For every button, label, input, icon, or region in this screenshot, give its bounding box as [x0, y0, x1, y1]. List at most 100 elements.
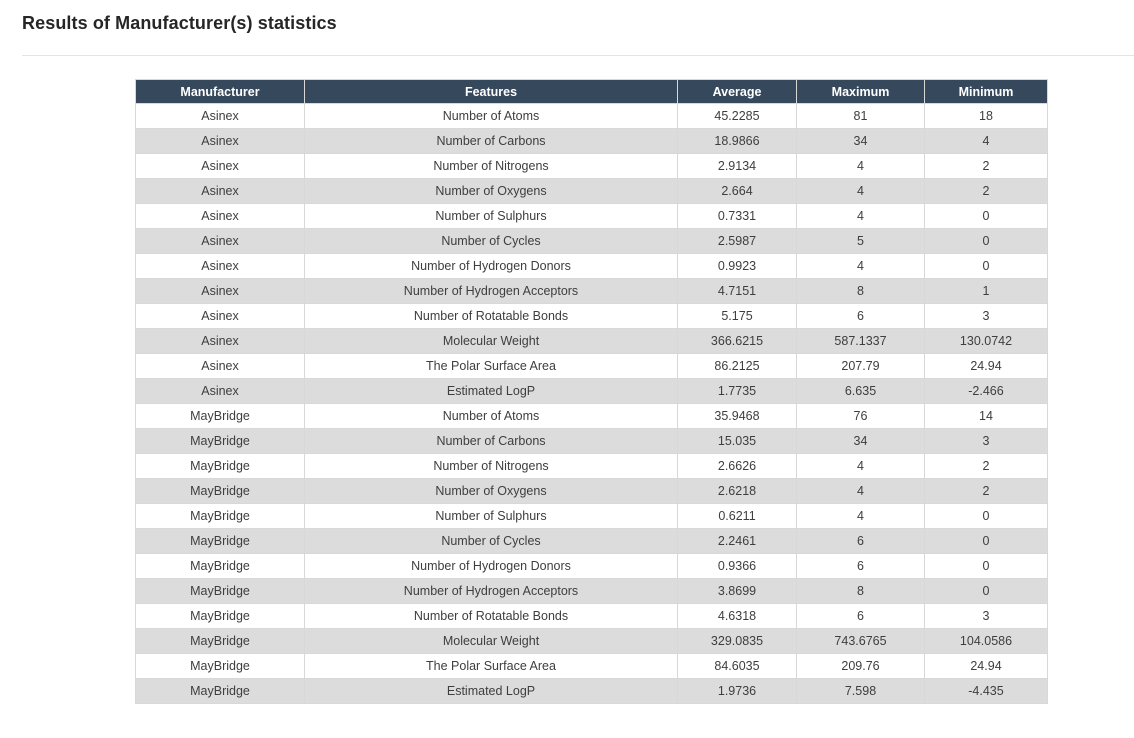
table-row: Asinex Number of Nitrogens 2.9134 4 2: [135, 153, 1048, 179]
cell-manufacturer: Asinex: [135, 328, 305, 354]
cell-features: Number of Oxygens: [304, 478, 678, 504]
cell-maximum: 6: [796, 528, 925, 554]
cell-manufacturer: MayBridge: [135, 528, 305, 554]
cell-minimum: 18: [924, 103, 1048, 129]
cell-average: 2.5987: [677, 228, 797, 254]
table-row: Asinex Number of Rotatable Bonds 5.175 6 3: [135, 303, 1048, 329]
cell-features: Number of Nitrogens: [304, 453, 678, 479]
cell-maximum: 4: [796, 478, 925, 504]
header-row: Manufacturer Features Average Maximum Minimu…: [135, 79, 1048, 104]
cell-average: 84.6035: [677, 653, 797, 679]
cell-minimum: 2: [924, 478, 1048, 504]
cell-average: 1.9736: [677, 678, 797, 704]
cell-average: 1.7735: [677, 378, 797, 404]
cell-maximum: 34: [796, 428, 925, 454]
page-title: Results of Manufacturer(s) statistics: [22, 13, 337, 33]
cell-maximum: 7.598: [796, 678, 925, 704]
cell-average: 0.9366: [677, 553, 797, 579]
cell-features: Molecular Weight: [304, 628, 678, 654]
table-row: Asinex Number of Sulphurs 0.7331 4 0: [135, 203, 1048, 229]
table-row: Asinex Number of Hydrogen Donors 0.9923 4 0: [135, 253, 1048, 279]
cell-maximum: 8: [796, 278, 925, 304]
cell-manufacturer: MayBridge: [135, 553, 305, 579]
column-header-maximum: Maximum: [796, 79, 925, 104]
column-header-minimum: Minimum: [924, 79, 1048, 104]
cell-average: 2.664: [677, 178, 797, 204]
cell-manufacturer: MayBridge: [135, 503, 305, 529]
cell-minimum: 4: [924, 128, 1048, 154]
cell-features: Estimated LogP: [304, 378, 678, 404]
cell-average: 45.2285: [677, 103, 797, 129]
cell-minimum: 2: [924, 153, 1048, 179]
cell-maximum: 4: [796, 453, 925, 479]
cell-minimum: 104.0586: [924, 628, 1048, 654]
cell-minimum: -4.435: [924, 678, 1048, 704]
cell-average: 0.7331: [677, 203, 797, 229]
table-row: MayBridge Number of Cycles 2.2461 6 0: [135, 528, 1048, 554]
cell-average: 2.6626: [677, 453, 797, 479]
cell-average: 15.035: [677, 428, 797, 454]
cell-manufacturer: Asinex: [135, 103, 305, 129]
cell-maximum: 4: [796, 503, 925, 529]
cell-average: 4.7151: [677, 278, 797, 304]
cell-average: 18.9866: [677, 128, 797, 154]
table-row: MayBridge Number of Rotatable Bonds 4.6318…: [135, 603, 1048, 629]
cell-minimum: 0: [924, 253, 1048, 279]
cell-average: 0.6211: [677, 503, 797, 529]
cell-manufacturer: Asinex: [135, 228, 305, 254]
cell-maximum: 4: [796, 178, 925, 204]
cell-maximum: 4: [796, 203, 925, 229]
cell-maximum: 5: [796, 228, 925, 254]
table-body: Asinex Number of Atoms 45.2285 81 18 Asinex Nu…: [135, 103, 1048, 704]
table-row: Asinex Number of Hydrogen Acceptors 4.7151…: [135, 278, 1048, 304]
cell-maximum: 6: [796, 603, 925, 629]
cell-features: Number of Hydrogen Acceptors: [304, 278, 678, 304]
cell-features: Number of Oxygens: [304, 178, 678, 204]
cell-minimum: 1: [924, 278, 1048, 304]
column-header-average: Average: [677, 79, 797, 104]
cell-minimum: 2: [924, 178, 1048, 204]
cell-maximum: 4: [796, 253, 925, 279]
table-row: MayBridge Estimated LogP 1.9736 7.598 -4.435: [135, 678, 1048, 704]
cell-minimum: 0: [924, 528, 1048, 554]
cell-manufacturer: MayBridge: [135, 478, 305, 504]
table-row: Asinex Number of Carbons 18.9866 34 4: [135, 128, 1048, 154]
cell-features: The Polar Surface Area: [304, 653, 678, 679]
cell-manufacturer: Asinex: [135, 178, 305, 204]
cell-maximum: 207.79: [796, 353, 925, 379]
cell-manufacturer: Asinex: [135, 203, 305, 229]
cell-manufacturer: Asinex: [135, 253, 305, 279]
cell-minimum: 14: [924, 403, 1048, 429]
cell-maximum: 587.1337: [796, 328, 925, 354]
table-row: MayBridge Number of Hydrogen Acceptors 3.8…: [135, 578, 1048, 604]
cell-average: 2.2461: [677, 528, 797, 554]
cell-minimum: 24.94: [924, 653, 1048, 679]
cell-manufacturer: Asinex: [135, 153, 305, 179]
cell-manufacturer: MayBridge: [135, 603, 305, 629]
results-table-container: Manufacturer Features Average Maximum Minimu…: [135, 79, 1048, 704]
table-row: MayBridge The Polar Surface Area 84.6035 20…: [135, 653, 1048, 679]
cell-features: Number of Sulphurs: [304, 203, 678, 229]
cell-manufacturer: MayBridge: [135, 428, 305, 454]
column-header-features: Features: [304, 79, 678, 104]
cell-maximum: 34: [796, 128, 925, 154]
table-row: MayBridge Number of Carbons 15.035 34 3: [135, 428, 1048, 454]
cell-minimum: 2: [924, 453, 1048, 479]
cell-features: Number of Atoms: [304, 103, 678, 129]
results-table: Manufacturer Features Average Maximum Minimu…: [135, 79, 1048, 704]
cell-features: Number of Nitrogens: [304, 153, 678, 179]
cell-features: Number of Atoms: [304, 403, 678, 429]
cell-maximum: 81: [796, 103, 925, 129]
table-row: MayBridge Number of Nitrogens 2.6626 4 2: [135, 453, 1048, 479]
cell-average: 4.6318: [677, 603, 797, 629]
table-row: MayBridge Number of Atoms 35.9468 76 14: [135, 403, 1048, 429]
cell-maximum: 6.635: [796, 378, 925, 404]
cell-manufacturer: Asinex: [135, 353, 305, 379]
cell-average: 3.8699: [677, 578, 797, 604]
cell-features: Number of Rotatable Bonds: [304, 603, 678, 629]
column-header-manufacturer: Manufacturer: [135, 79, 305, 104]
cell-features: The Polar Surface Area: [304, 353, 678, 379]
title-divider: [22, 55, 1134, 56]
cell-minimum: 3: [924, 303, 1048, 329]
cell-features: Number of Sulphurs: [304, 503, 678, 529]
